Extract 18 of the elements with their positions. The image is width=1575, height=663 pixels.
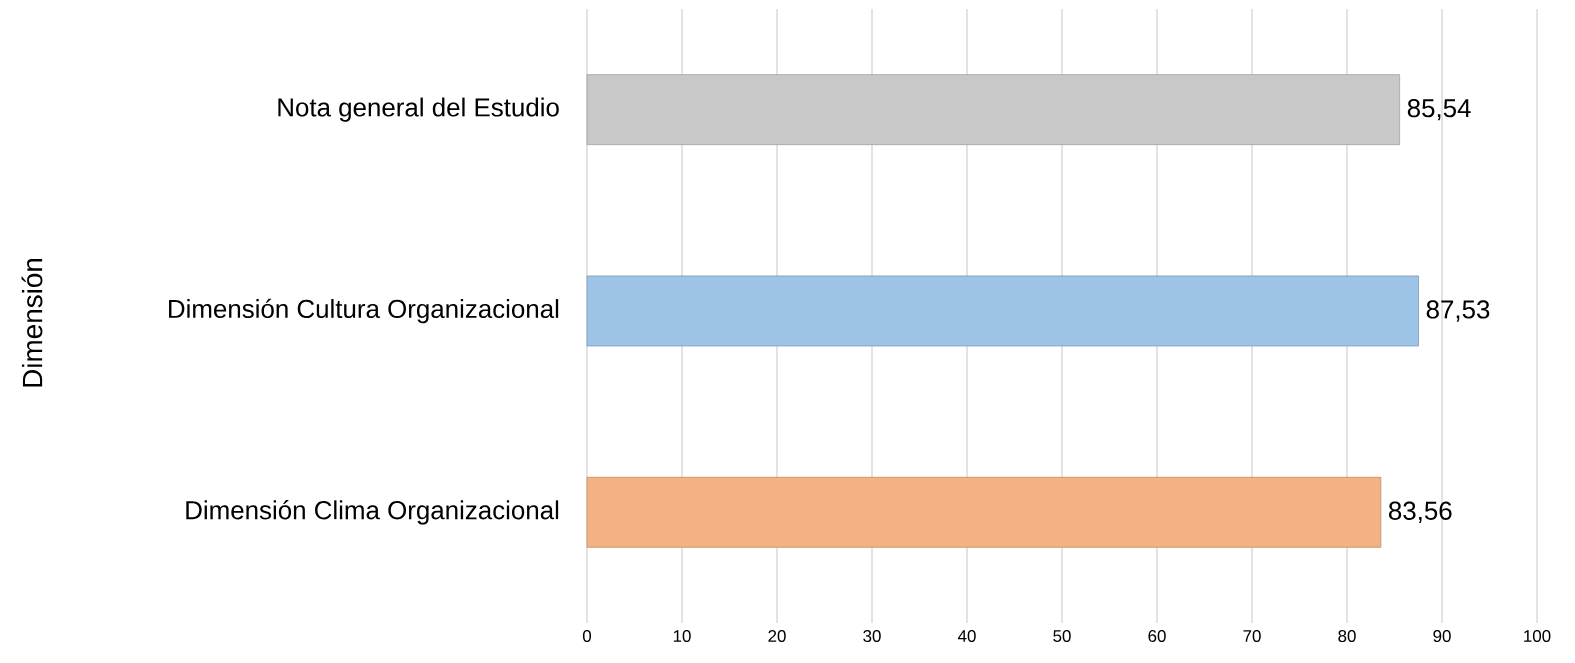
- x-tick-label: 20: [768, 630, 786, 643]
- x-tick-label: 100: [1524, 630, 1551, 643]
- data-label: 85,54: [1407, 98, 1471, 121]
- x-tick-label: 60: [1148, 630, 1166, 643]
- x-tick-label: 30: [863, 630, 881, 643]
- y-tick-label: Dimensión Cultura Organizacional: [169, 298, 559, 324]
- x-tick-label: 90: [1433, 630, 1451, 643]
- data-label: 83,56: [1388, 501, 1452, 523]
- x-tick-label: 10: [673, 630, 691, 643]
- x-tick-label: 50: [1053, 630, 1071, 643]
- y-axis-title: Dimensión: [21, 258, 43, 387]
- x-tick-label: 70: [1243, 630, 1261, 643]
- y-tick-label: Nota general del Estudio: [278, 97, 559, 122]
- data-label: 87,53: [1426, 300, 1490, 322]
- x-tick-label: 40: [957, 630, 976, 643]
- y-tick-label: Dimensión Clima Organizacional: [186, 500, 559, 525]
- x-tick-label: 80: [1338, 630, 1356, 643]
- x-tick-label: 0: [582, 630, 592, 643]
